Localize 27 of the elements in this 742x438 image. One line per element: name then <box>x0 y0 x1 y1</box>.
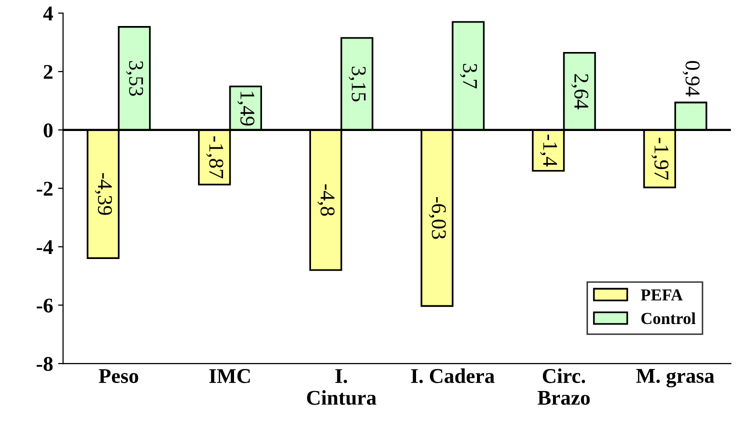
y-tick-label: -8 <box>36 356 53 371</box>
x-tick-label: M. grasa <box>636 369 714 388</box>
y-tick-label: 4 <box>43 6 53 20</box>
x-tick-label: Peso <box>98 369 138 384</box>
data-label: 0,94 <box>682 60 700 96</box>
legend-label: Control <box>641 312 696 324</box>
data-label: -1,4 <box>540 134 558 167</box>
y-tick-label: -4 <box>36 240 53 254</box>
data-label: -4,39 <box>94 173 112 215</box>
data-label: -4,8 <box>318 184 335 216</box>
data-label: 3,15 <box>348 66 366 102</box>
x-tick-label: IMC <box>209 369 250 384</box>
y-tick-label: -6 <box>36 298 53 313</box>
data-label: -1,97 <box>651 138 668 180</box>
y-tick-label: -2 <box>36 182 52 196</box>
x-tick-label: I. Cintura <box>307 369 376 405</box>
data-label: 1,49 <box>237 92 254 126</box>
y-tick-label: 0 <box>44 123 53 138</box>
data-label: 3,7 <box>460 64 477 88</box>
x-tick-label: Circ. Brazo <box>538 368 590 405</box>
data-label: -6,03 <box>428 197 446 239</box>
data-label: -1,87 <box>206 136 224 178</box>
y-tick-label: 2 <box>44 64 52 79</box>
data-label: 3,53 <box>126 61 144 96</box>
legend-label: PEFA <box>640 289 683 300</box>
x-tick-label: I. Cadera <box>411 368 495 384</box>
data-label: 2,64 <box>571 74 588 110</box>
